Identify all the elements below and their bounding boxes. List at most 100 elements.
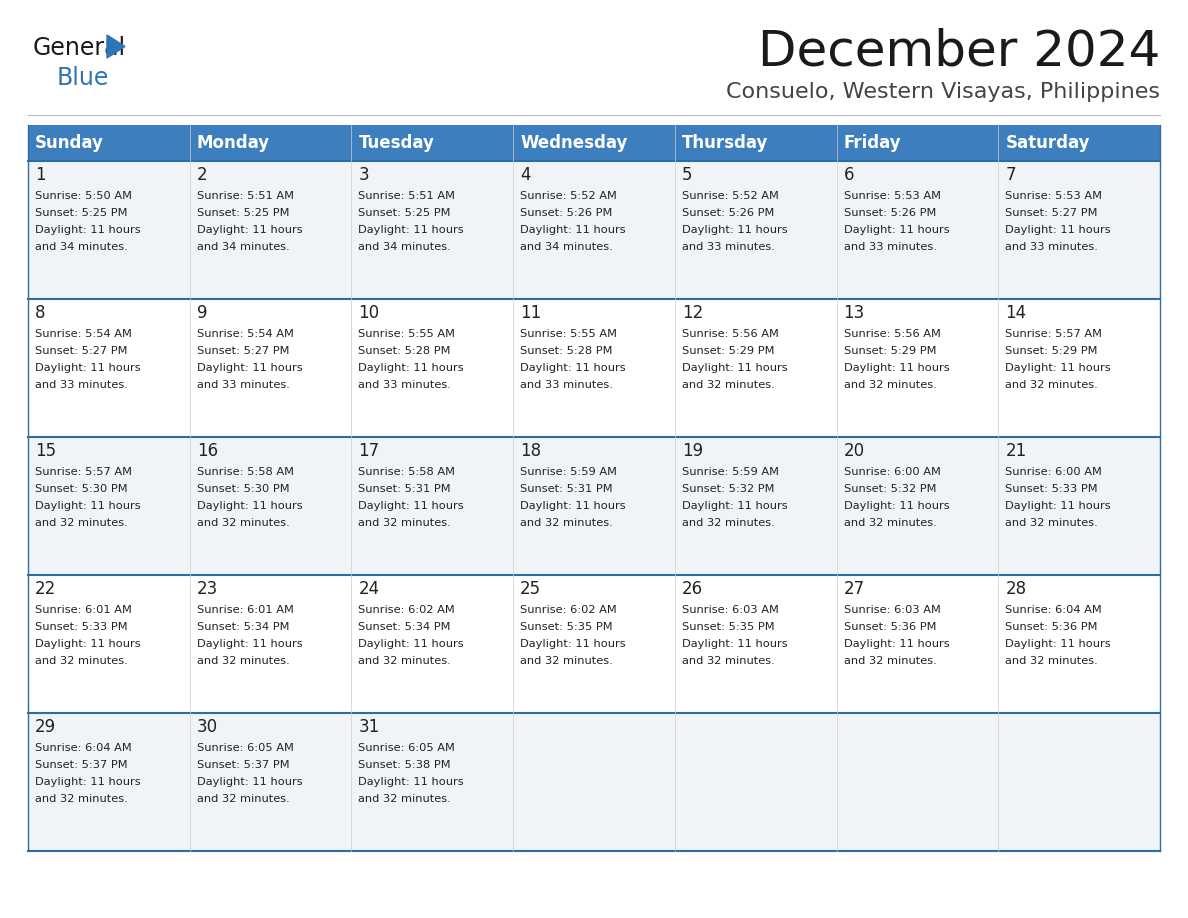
Bar [675, 299, 836, 437]
Text: Sunrise: 5:52 AM: Sunrise: 5:52 AM [682, 191, 778, 201]
Text: 15: 15 [34, 442, 56, 460]
Text: Consuelo, Western Visayas, Philippines: Consuelo, Western Visayas, Philippines [726, 82, 1159, 102]
Text: 2: 2 [197, 166, 208, 184]
Bar [675, 713, 836, 851]
Bar [352, 161, 513, 299]
Text: and 34 minutes.: and 34 minutes. [520, 242, 613, 252]
Text: Daylight: 11 hours: Daylight: 11 hours [1005, 501, 1111, 511]
Text: Saturday: Saturday [1005, 134, 1089, 152]
Text: Sunrise: 6:00 AM: Sunrise: 6:00 AM [1005, 467, 1102, 477]
Bar [190, 713, 352, 851]
Text: Sunrise: 6:03 AM: Sunrise: 6:03 AM [682, 605, 778, 615]
Text: and 32 minutes.: and 32 minutes. [682, 518, 775, 528]
Text: Daylight: 11 hours: Daylight: 11 hours [359, 363, 465, 373]
Text: Sunset: 5:36 PM: Sunset: 5:36 PM [1005, 622, 1098, 632]
Text: and 32 minutes.: and 32 minutes. [520, 656, 613, 666]
Text: Daylight: 11 hours: Daylight: 11 hours [34, 501, 140, 511]
Text: Blue: Blue [57, 66, 109, 90]
Text: Sunrise: 5:54 AM: Sunrise: 5:54 AM [197, 329, 293, 339]
Text: Daylight: 11 hours: Daylight: 11 hours [682, 639, 788, 649]
Text: and 32 minutes.: and 32 minutes. [520, 518, 613, 528]
Bar [998, 125, 1159, 161]
Text: Sunday: Sunday [34, 134, 103, 152]
Text: Daylight: 11 hours: Daylight: 11 hours [843, 501, 949, 511]
Text: Daylight: 11 hours: Daylight: 11 hours [34, 225, 140, 235]
Text: Daylight: 11 hours: Daylight: 11 hours [520, 501, 626, 511]
Text: Sunset: 5:28 PM: Sunset: 5:28 PM [520, 346, 613, 356]
Text: Sunrise: 6:00 AM: Sunrise: 6:00 AM [843, 467, 941, 477]
Text: and 33 minutes.: and 33 minutes. [520, 380, 613, 390]
Text: Daylight: 11 hours: Daylight: 11 hours [1005, 225, 1111, 235]
Text: Daylight: 11 hours: Daylight: 11 hours [34, 363, 140, 373]
Bar [836, 713, 998, 851]
Text: Sunrise: 6:02 AM: Sunrise: 6:02 AM [520, 605, 617, 615]
Text: 4: 4 [520, 166, 531, 184]
Text: 9: 9 [197, 304, 207, 322]
Text: Sunrise: 5:57 AM: Sunrise: 5:57 AM [34, 467, 132, 477]
Text: 31: 31 [359, 718, 380, 736]
Text: and 32 minutes.: and 32 minutes. [359, 794, 451, 804]
Text: Sunset: 5:27 PM: Sunset: 5:27 PM [34, 346, 127, 356]
Text: and 32 minutes.: and 32 minutes. [1005, 656, 1098, 666]
Bar [998, 299, 1159, 437]
Text: Sunrise: 5:53 AM: Sunrise: 5:53 AM [843, 191, 941, 201]
Text: Monday: Monday [197, 134, 270, 152]
Text: 5: 5 [682, 166, 693, 184]
Text: and 32 minutes.: and 32 minutes. [682, 380, 775, 390]
Text: 8: 8 [34, 304, 45, 322]
Bar [513, 161, 675, 299]
Bar [513, 575, 675, 713]
Text: and 33 minutes.: and 33 minutes. [1005, 242, 1098, 252]
Bar [352, 437, 513, 575]
Text: Daylight: 11 hours: Daylight: 11 hours [197, 363, 302, 373]
Text: Sunrise: 5:56 AM: Sunrise: 5:56 AM [682, 329, 778, 339]
Text: Daylight: 11 hours: Daylight: 11 hours [520, 639, 626, 649]
Bar [29, 575, 190, 713]
Text: Daylight: 11 hours: Daylight: 11 hours [197, 639, 302, 649]
Polygon shape [107, 35, 125, 58]
Text: Daylight: 11 hours: Daylight: 11 hours [520, 363, 626, 373]
Bar [29, 125, 190, 161]
Text: Wednesday: Wednesday [520, 134, 627, 152]
Text: Sunset: 5:28 PM: Sunset: 5:28 PM [359, 346, 451, 356]
Text: 26: 26 [682, 580, 703, 598]
Text: 14: 14 [1005, 304, 1026, 322]
Text: 10: 10 [359, 304, 379, 322]
Bar [836, 161, 998, 299]
Text: Sunset: 5:33 PM: Sunset: 5:33 PM [34, 622, 127, 632]
Text: Sunset: 5:25 PM: Sunset: 5:25 PM [34, 208, 127, 218]
Text: Sunset: 5:26 PM: Sunset: 5:26 PM [843, 208, 936, 218]
Text: Daylight: 11 hours: Daylight: 11 hours [34, 639, 140, 649]
Text: Daylight: 11 hours: Daylight: 11 hours [520, 225, 626, 235]
Text: 1: 1 [34, 166, 45, 184]
Text: Sunrise: 6:04 AM: Sunrise: 6:04 AM [1005, 605, 1102, 615]
Text: and 32 minutes.: and 32 minutes. [1005, 518, 1098, 528]
Bar [352, 713, 513, 851]
Text: Sunset: 5:38 PM: Sunset: 5:38 PM [359, 760, 451, 770]
Text: Sunrise: 5:55 AM: Sunrise: 5:55 AM [359, 329, 455, 339]
Text: 30: 30 [197, 718, 217, 736]
Bar [836, 299, 998, 437]
Text: Sunrise: 6:05 AM: Sunrise: 6:05 AM [359, 743, 455, 753]
Bar [675, 437, 836, 575]
Bar [190, 161, 352, 299]
Text: Sunrise: 6:04 AM: Sunrise: 6:04 AM [34, 743, 132, 753]
Text: 20: 20 [843, 442, 865, 460]
Text: Daylight: 11 hours: Daylight: 11 hours [359, 777, 465, 787]
Text: Sunset: 5:36 PM: Sunset: 5:36 PM [843, 622, 936, 632]
Text: 11: 11 [520, 304, 542, 322]
Text: Sunrise: 5:51 AM: Sunrise: 5:51 AM [359, 191, 455, 201]
Bar [352, 299, 513, 437]
Text: Sunrise: 5:59 AM: Sunrise: 5:59 AM [682, 467, 779, 477]
Text: 12: 12 [682, 304, 703, 322]
Text: Sunset: 5:34 PM: Sunset: 5:34 PM [197, 622, 289, 632]
Text: Sunrise: 6:01 AM: Sunrise: 6:01 AM [197, 605, 293, 615]
Text: and 32 minutes.: and 32 minutes. [34, 656, 128, 666]
Text: Sunset: 5:25 PM: Sunset: 5:25 PM [197, 208, 289, 218]
Bar [29, 299, 190, 437]
Text: Sunrise: 5:56 AM: Sunrise: 5:56 AM [843, 329, 941, 339]
Text: Sunset: 5:29 PM: Sunset: 5:29 PM [843, 346, 936, 356]
Text: 27: 27 [843, 580, 865, 598]
Bar [352, 575, 513, 713]
Text: and 32 minutes.: and 32 minutes. [1005, 380, 1098, 390]
